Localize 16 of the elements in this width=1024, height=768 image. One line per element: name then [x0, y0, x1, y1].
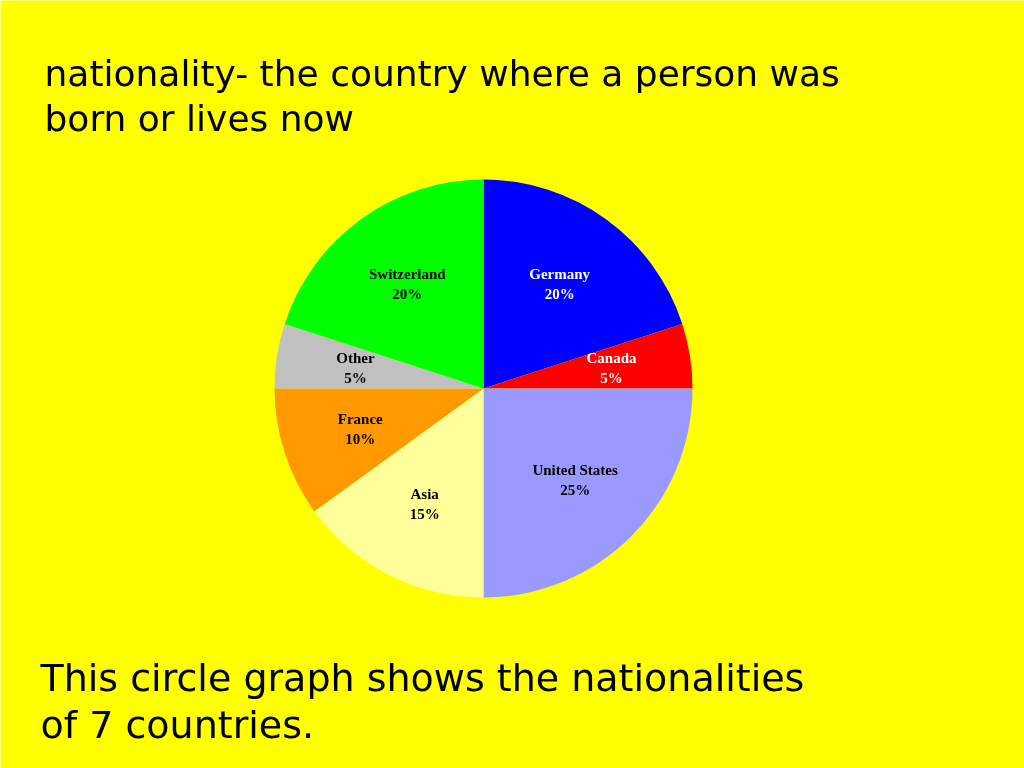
data-label: 5% [344, 370, 367, 387]
data-label: 10% [345, 430, 376, 447]
text: This circle graph shows the nationalities of 7 countries. [39, 655, 805, 747]
slice-label: Other [336, 350, 376, 367]
slice-label: Switzerland [369, 265, 447, 282]
slice-label: United States [532, 462, 618, 479]
data-label: 5% [600, 370, 623, 387]
chart-title: nationality- the country where a person was born or lives now [44, 52, 840, 139]
data-label: 25% [560, 482, 591, 499]
slice-label: Germany [529, 265, 591, 282]
data-label: 20% [544, 285, 575, 302]
slice-label: Asia [410, 485, 440, 502]
data-label: 20% [392, 285, 423, 302]
data-label: 15% [409, 505, 440, 522]
slice-label: Canada [586, 350, 637, 367]
slice-label: France [337, 410, 384, 427]
